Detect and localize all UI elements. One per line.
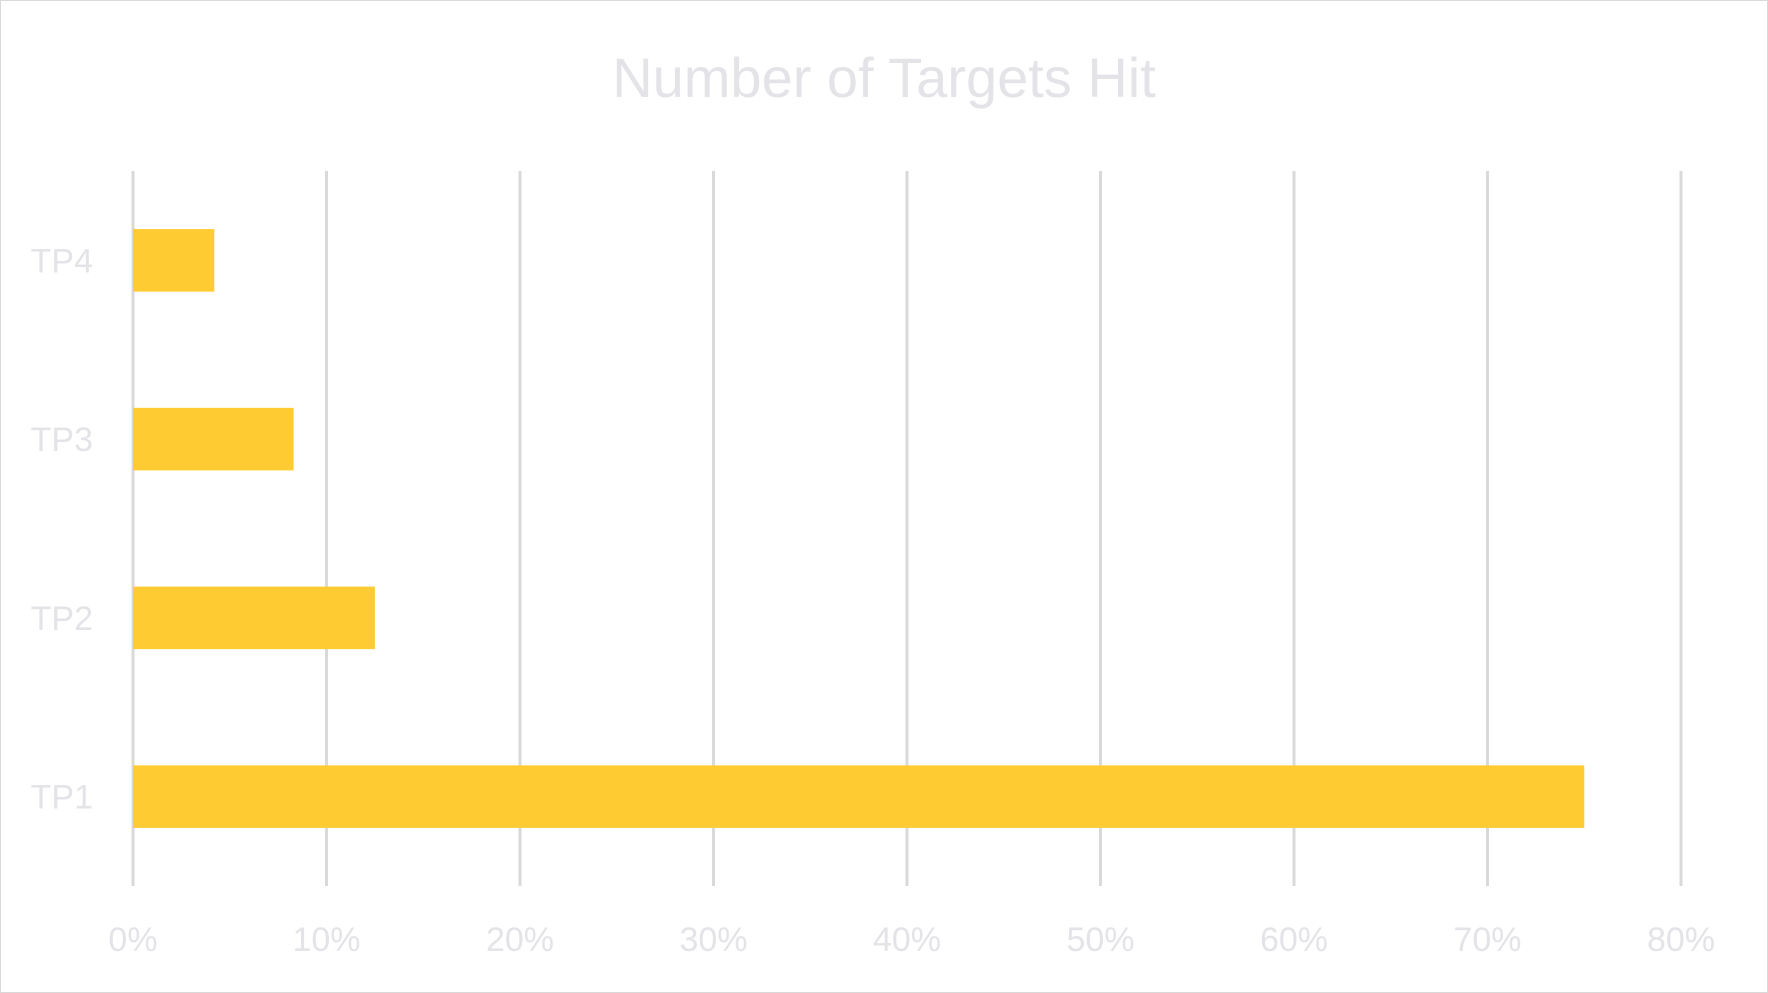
x-tick-label: 50%	[1066, 921, 1134, 959]
category-label-tp2: TP2	[31, 600, 93, 638]
bar-tp1	[133, 765, 1585, 828]
x-tick-label: 0%	[108, 921, 157, 959]
x-tick-label: 80%	[1647, 921, 1715, 959]
x-tick-label: 70%	[1453, 921, 1521, 959]
bar-tp2	[133, 586, 375, 650]
category-label-tp4: TP4	[31, 242, 93, 280]
gridlines	[131, 171, 1683, 886]
category-label-tp1: TP1	[31, 779, 93, 817]
bar-tp3	[133, 407, 294, 471]
category-label-tp3: TP3	[31, 421, 93, 459]
bar-tp4	[133, 229, 215, 292]
bars	[133, 229, 1585, 828]
x-tick-label: 10%	[292, 921, 360, 959]
category-labels: TP1 TP2 TP3 TP4	[31, 242, 93, 816]
chart-title: Number of Targets Hit	[612, 46, 1156, 109]
x-tick-label: 60%	[1260, 921, 1328, 959]
x-tick-labels: 0% 10% 20% 30% 40% 50% 60% 70% 80%	[108, 921, 1715, 959]
x-tick-label: 30%	[679, 921, 747, 959]
x-tick-label: 20%	[486, 921, 554, 959]
x-tick-label: 40%	[873, 921, 941, 959]
